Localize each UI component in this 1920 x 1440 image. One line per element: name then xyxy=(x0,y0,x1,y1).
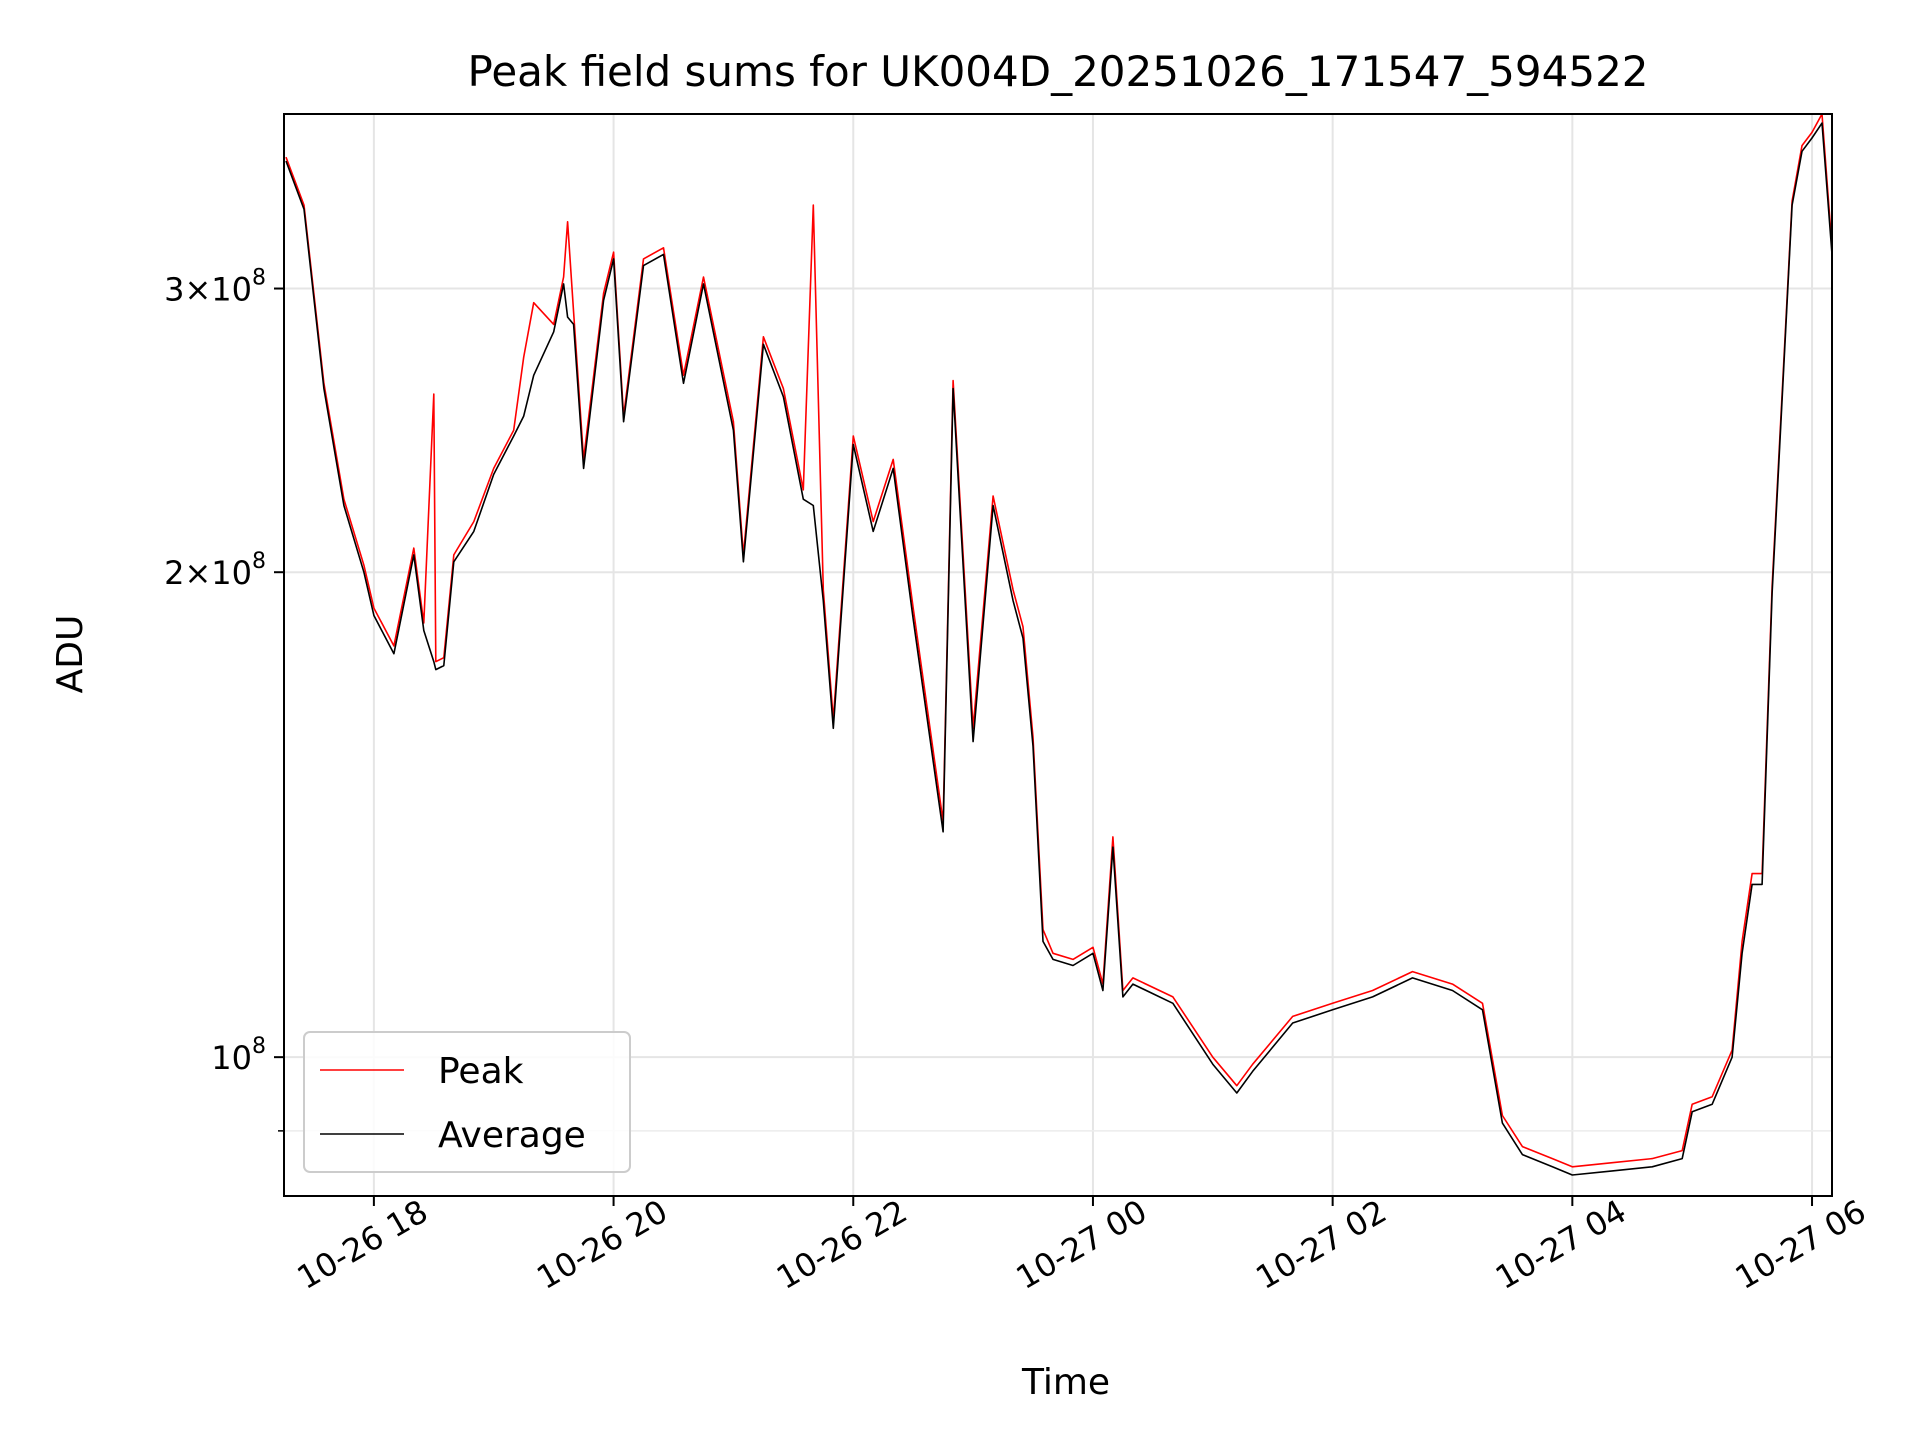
series-line-peak xyxy=(285,113,1833,1168)
plot-frame xyxy=(283,113,1833,1197)
legend-label-peak: Peak xyxy=(438,1051,524,1092)
y-tick-exponent: 8 xyxy=(252,549,266,574)
y-tick-mantissa: 10 xyxy=(211,1039,252,1077)
y-tick-label: 2×108 xyxy=(164,549,266,592)
y-tick-mantissa: 3×10 xyxy=(164,271,252,309)
series-line-average xyxy=(285,122,1833,1176)
legend-box xyxy=(303,1031,631,1173)
x-axis-title: Time xyxy=(1021,1362,1110,1403)
y-tick-label: 3×108 xyxy=(164,266,266,309)
series-layer xyxy=(285,113,1833,1176)
y-tick-exponent: 8 xyxy=(252,1034,266,1059)
y-tick-label: 108 xyxy=(211,1034,266,1077)
y-tick-exponent: 8 xyxy=(252,266,266,291)
chart-title: Peak field sums for UK004D_20251026_1715… xyxy=(467,47,1648,96)
y-axis-title: ADU xyxy=(50,615,91,694)
legend-label-average: Average xyxy=(438,1115,586,1156)
y-tick-mantissa: 2×10 xyxy=(164,554,252,592)
legend: Peak Average xyxy=(303,1031,631,1173)
